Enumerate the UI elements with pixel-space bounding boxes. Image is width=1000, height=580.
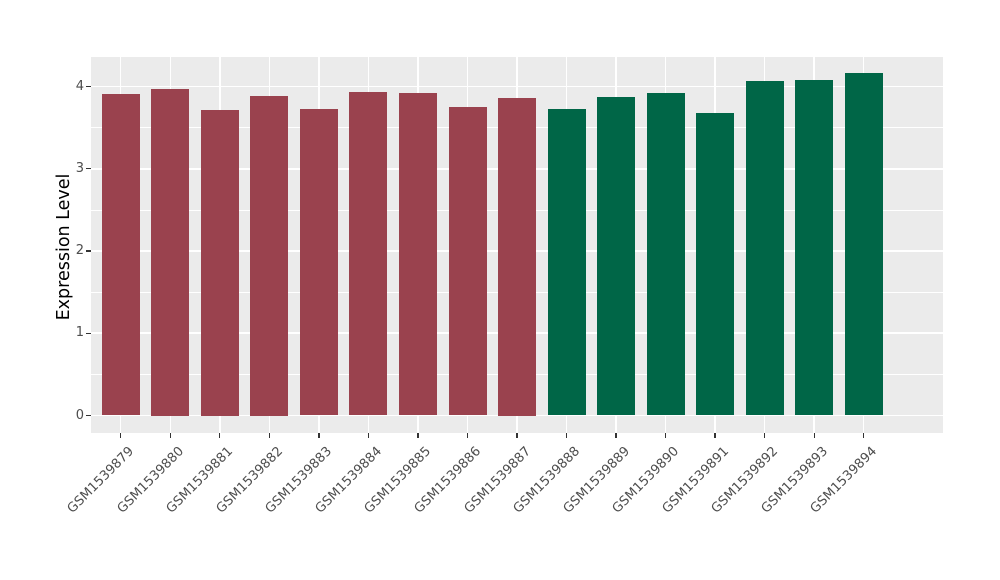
x-tick-mark: [466, 433, 469, 438]
x-tick-mark: [565, 433, 568, 438]
y-tick-mark: [86, 414, 91, 417]
bar-GSM1539879: [101, 93, 140, 416]
x-tick-mark: [615, 433, 617, 438]
bar-GSM1539886: [448, 107, 487, 416]
y-axis-title: Expression Level: [54, 173, 74, 321]
bar-GSM1539880: [151, 89, 190, 416]
y-tick-label: 2: [75, 243, 84, 258]
y-tick-mark: [86, 250, 91, 252]
x-tick-mark: [318, 433, 320, 438]
bar-GSM1539889: [597, 97, 636, 416]
bar-GSM1539892: [745, 80, 784, 416]
bar-GSM1539891: [696, 112, 735, 416]
x-tick-mark: [417, 433, 419, 438]
y-tick-mark: [86, 332, 91, 334]
bar-GSM1539881: [200, 109, 239, 416]
bar-GSM1539884: [349, 92, 388, 416]
bar-GSM1539885: [398, 93, 437, 416]
bar-GSM1539888: [547, 108, 586, 416]
bar-GSM1539887: [498, 98, 536, 416]
x-tick-mark: [169, 433, 171, 438]
y-tick-label: 4: [75, 78, 84, 94]
x-tick-mark: [120, 433, 122, 438]
x-tick-mark: [863, 433, 865, 438]
y-tick-label: 1: [75, 325, 84, 341]
plot-panel: [91, 57, 943, 433]
bar-GSM1539894: [844, 73, 883, 416]
bar-GSM1539883: [299, 108, 338, 416]
bar-GSM1539893: [795, 79, 834, 416]
bar-GSM1539882: [250, 95, 289, 416]
x-tick-mark: [664, 433, 667, 438]
x-tick-mark: [764, 433, 766, 438]
y-tick-mark: [86, 85, 91, 88]
x-tick-mark: [813, 433, 815, 438]
y-tick-label: 0: [75, 407, 84, 423]
y-tick-label: 3: [75, 160, 84, 176]
x-tick-mark: [367, 433, 370, 438]
x-tick-mark: [268, 433, 270, 438]
x-tick-mark: [516, 433, 518, 438]
bar-GSM1539890: [646, 93, 685, 416]
x-tick-mark: [219, 433, 221, 438]
x-tick-mark: [714, 433, 716, 438]
y-tick-mark: [86, 168, 91, 170]
